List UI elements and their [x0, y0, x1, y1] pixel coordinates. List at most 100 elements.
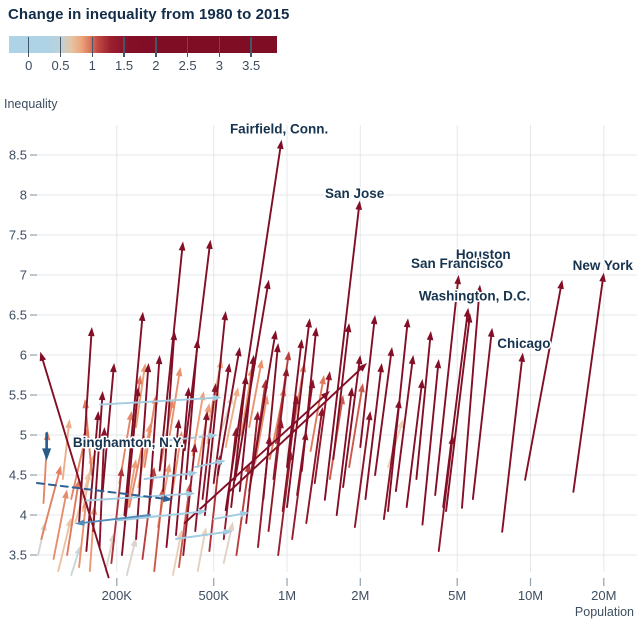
change-arrow-shaft [286, 322, 311, 508]
change-arrow-head [204, 403, 212, 413]
change-arrow-head [454, 275, 462, 285]
change-arrow-head [264, 279, 271, 290]
change-arrow-shaft [78, 331, 93, 524]
change-arrow-head [276, 139, 284, 150]
change-arrow-shaft [421, 363, 440, 526]
city-label: San Jose [325, 186, 385, 201]
change-arrow-shaft [212, 366, 230, 484]
change-arrow-shaft [216, 350, 240, 476]
change-arrow-head [131, 459, 138, 469]
change-arrow-head [94, 411, 101, 421]
city-label: San Francisco [411, 256, 503, 271]
change-arrow-head [355, 355, 363, 365]
y-tick-label: 8.5 [9, 148, 27, 163]
change-arrow-shaft [434, 278, 460, 496]
change-arrow-shaft [442, 311, 469, 508]
change-arrow-head [257, 359, 264, 369]
change-arrow-shaft [101, 367, 115, 492]
change-arrow-head [175, 367, 183, 377]
y-tick-label: 4 [20, 508, 27, 523]
change-arrow-head [223, 528, 233, 536]
x-tick-label: 2M [351, 588, 369, 603]
change-arrow-head [208, 432, 218, 440]
change-arrow-head [212, 394, 222, 402]
change-arrow-shaft [224, 390, 239, 448]
change-arrow-head [206, 239, 213, 250]
change-arrow-shaft [524, 283, 563, 481]
x-tick-label: 500K [199, 588, 230, 603]
change-arrow-shaft [104, 536, 115, 572]
city-label: Binghamton, N.Y. [73, 435, 184, 450]
change-arrow-head [325, 371, 332, 381]
change-arrow-head [387, 347, 395, 357]
change-arrow-head [397, 419, 404, 429]
change-arrow-head [282, 367, 290, 377]
change-arrow-shaft [158, 434, 214, 443]
y-tick-label: 8 [20, 188, 27, 203]
change-arrow-shaft [143, 398, 157, 468]
change-arrow-head [98, 391, 106, 401]
change-arrow-head [42, 448, 52, 461]
change-arrow-shaft [222, 525, 233, 564]
legend-tick-mark [91, 37, 94, 57]
change-arrow-head [358, 363, 367, 372]
change-arrow-head [138, 311, 146, 322]
change-arrow-head [117, 467, 125, 477]
change-arrow-shaft [445, 317, 471, 512]
change-arrow-head [163, 495, 173, 503]
change-arrow-head [475, 284, 483, 294]
change-arrow-head [188, 470, 198, 477]
change-arrow-shaft [183, 243, 211, 452]
change-arrow-head [186, 490, 196, 498]
change-arrow-shaft [175, 530, 230, 540]
change-arrow-shaft [168, 370, 181, 436]
city-label: Chicago [497, 336, 550, 351]
change-arrow-head [599, 272, 606, 283]
change-arrow-head [426, 331, 434, 341]
city-label: Houston [456, 247, 511, 262]
city-label: Washington, D.C. [419, 289, 530, 304]
x-tick-label: 1M [278, 588, 296, 603]
y-tick-label: 5.5 [9, 388, 27, 403]
city-label: New York [573, 258, 634, 273]
change-arrow-head [178, 241, 186, 251]
change-arrow-shaft [342, 358, 361, 488]
change-arrow-head [239, 510, 250, 518]
change-arrow-head [463, 307, 471, 318]
legend-tick-mark [186, 37, 189, 57]
change-arrow-head [370, 315, 378, 325]
change-arrow-shaft [286, 342, 303, 468]
change-arrow-shaft [125, 541, 136, 576]
change-arrow-head [234, 347, 242, 357]
change-arrow-shaft [79, 514, 152, 525]
change-arrow-shaft [230, 378, 247, 508]
change-arrow-head [297, 339, 305, 349]
change-arrow-shaft [234, 283, 269, 481]
change-arrow-shaft [74, 474, 90, 524]
change-arrow-head [144, 363, 152, 373]
change-arrow-head [39, 351, 47, 362]
y-tick-label: 6.5 [9, 308, 27, 323]
change-arrow-head [221, 311, 229, 321]
change-arrow-head [244, 463, 252, 473]
change-arrow-head [312, 327, 319, 337]
change-arrow-shaft [158, 245, 184, 472]
change-arrow-shaft [203, 315, 227, 516]
change-arrow-head [320, 391, 330, 400]
change-arrow-head [174, 419, 182, 429]
change-arrow-head [344, 323, 352, 333]
y-tick-label: 4.5 [9, 468, 27, 483]
change-arrow-head [418, 379, 425, 389]
chart-title: Change in inequality from 1980 to 2015 [8, 6, 290, 23]
change-arrow-shaft [240, 370, 253, 436]
change-arrow-shaft [212, 512, 246, 520]
change-arrow-head [87, 327, 95, 337]
legend-tick-label: 2.5 [178, 58, 197, 73]
change-arrow-shaft [61, 422, 70, 480]
change-arrow-shaft [262, 347, 279, 500]
change-arrow-head [319, 375, 326, 385]
change-arrow-head [271, 330, 278, 340]
change-arrow-shaft [147, 359, 161, 516]
legend-tick-label: 0 [25, 58, 33, 73]
change-arrow-shaft [387, 322, 409, 512]
